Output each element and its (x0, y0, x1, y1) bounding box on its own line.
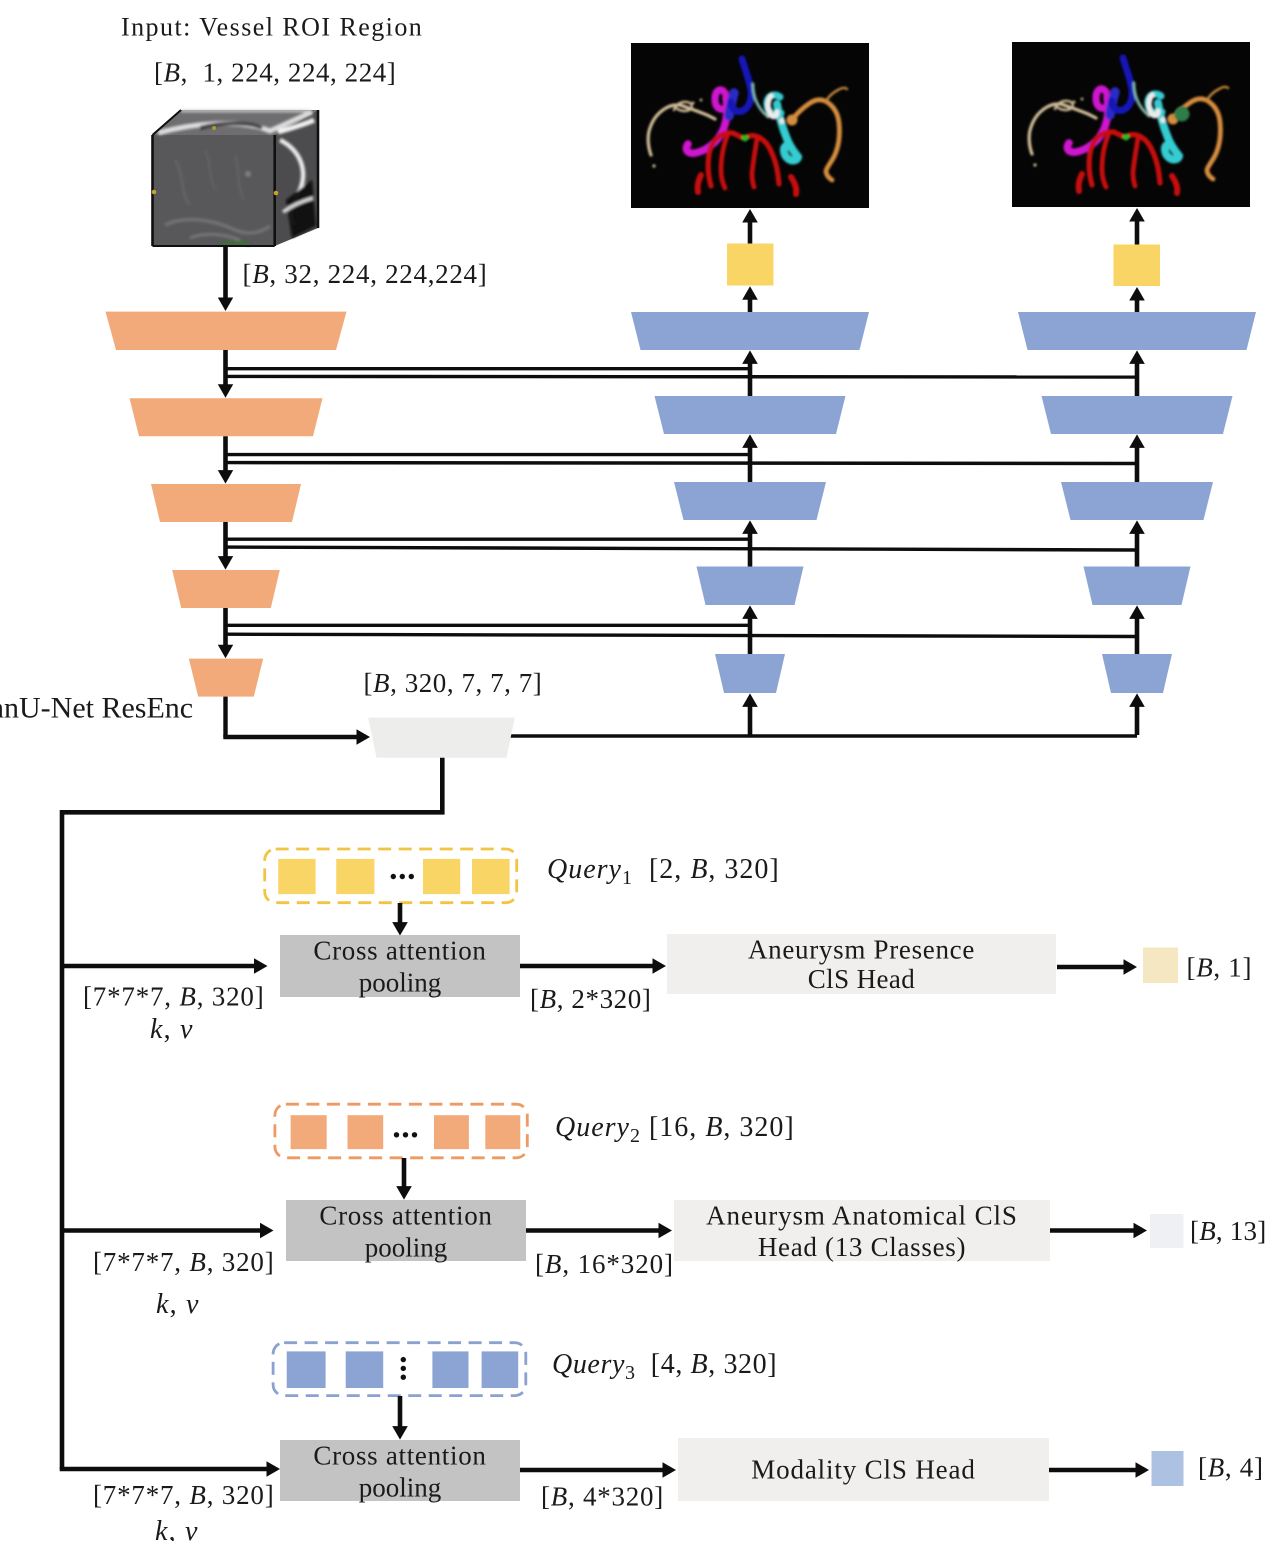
svg-text:[B, 1, 224, 224, 224]: [B, 1, 224, 224, 224] (154, 58, 396, 88)
svg-text:pooling: pooling (359, 1473, 442, 1503)
svg-text:k, v: k, v (150, 1014, 194, 1045)
svg-text:Input: Vessel ROI Region: Input: Vessel ROI Region (121, 13, 423, 42)
svg-text:[B, 32, 224, 224,224]: [B, 32, 224, 224,224] (243, 259, 488, 289)
svg-text:pooling: pooling (365, 1233, 448, 1263)
svg-text:[B, 4*320]: [B, 4*320] (541, 1482, 664, 1512)
svg-text:[B, 2*320]: [B, 2*320] (530, 984, 651, 1014)
svg-text:k, v: k, v (155, 1516, 199, 1541)
svg-text:Query3 [4, B, 320]: Query3 [4, B, 320] (552, 1349, 777, 1384)
svg-text:Modality ClS Head: Modality ClS Head (751, 1455, 975, 1485)
svg-text:[B, 1]: [B, 1] (1187, 953, 1253, 983)
svg-text:[B, 13]: [B, 13] (1190, 1216, 1266, 1246)
svg-text:[7*7*7, B, 320]: [7*7*7, B, 320] (93, 1247, 275, 1277)
svg-text:Cross attention: Cross attention (313, 936, 486, 966)
svg-text:Query2 [16, B, 320]: Query2 [16, B, 320] (555, 1112, 795, 1147)
svg-text:pooling: pooling (359, 968, 442, 998)
svg-text:Cross attention: Cross attention (319, 1201, 492, 1231)
svg-text:nnU-Net ResEnc: nnU-Net ResEnc (0, 692, 193, 725)
svg-text:Query1 [2, B, 320]: Query1 [2, B, 320] (547, 854, 780, 889)
svg-text:Cross attention: Cross attention (313, 1441, 486, 1471)
svg-text:[B, 4]: [B, 4] (1198, 1453, 1264, 1483)
svg-text:Aneurysm Anatomical ClS: Aneurysm Anatomical ClS (706, 1201, 1018, 1231)
svg-text:[7*7*7, B, 320]: [7*7*7, B, 320] (83, 982, 265, 1012)
svg-text:Head (13 Classes): Head (13 Classes) (758, 1232, 966, 1262)
svg-text:ClS Head: ClS Head (808, 964, 916, 994)
svg-text:[7*7*7, B, 320]: [7*7*7, B, 320] (93, 1480, 275, 1510)
svg-text:Aneurysm Presence: Aneurysm Presence (748, 935, 975, 965)
svg-text:[B, 16*320]: [B, 16*320] (535, 1249, 674, 1279)
svg-text:[B, 320, 7, 7, 7]: [B, 320, 7, 7, 7] (364, 668, 543, 698)
svg-text:k, v: k, v (156, 1289, 200, 1320)
